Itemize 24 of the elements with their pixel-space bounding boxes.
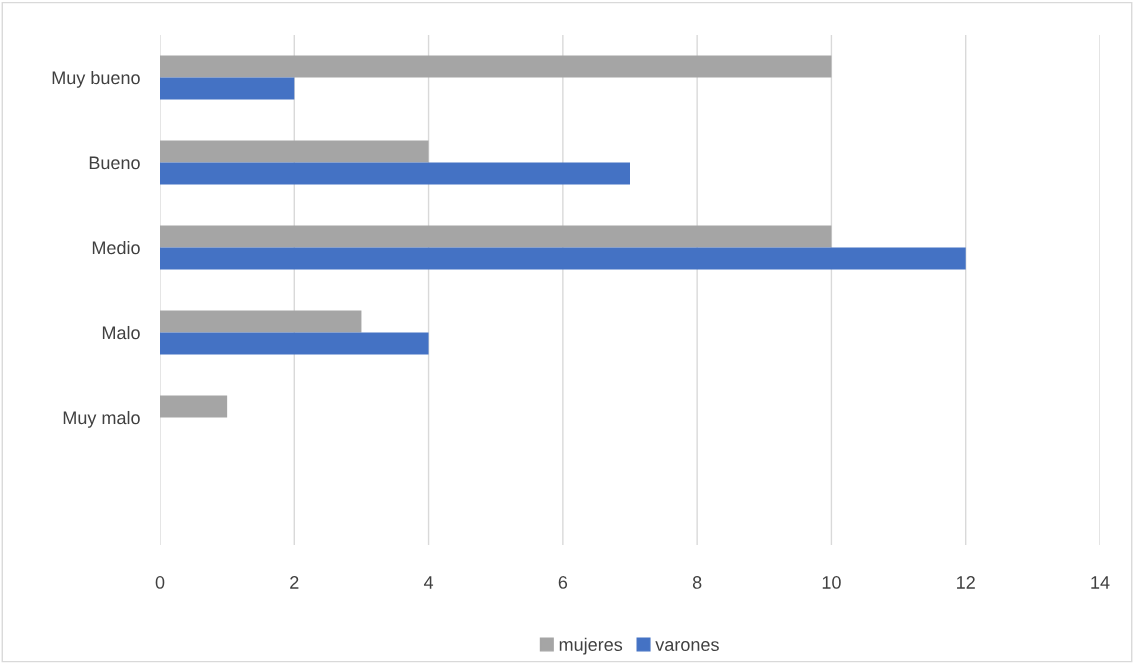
y-tick-label: Bueno [89,156,140,170]
y-tick-label: Muy malo [63,410,140,428]
x-tick-label: 10 [822,576,841,589]
bar [160,310,362,333]
y-tick-label: Muy bueno [52,70,140,88]
y-tick-label: Malo [102,325,140,340]
x-tick-label: 8 [692,576,702,589]
legend-label: mujeres [559,637,623,655]
bar [160,225,832,248]
x-tick-label: 0 [155,576,165,589]
x-tick-label: 2 [290,576,299,589]
x-tick-label: 6 [558,576,568,589]
bar [160,140,429,163]
bar [160,162,630,185]
legend-label: varones [655,641,719,652]
bar [160,77,295,100]
bar [160,247,966,270]
x-tick-label: 4 [423,576,434,589]
y-tick-label: Medio [92,240,140,255]
bar [160,395,228,418]
x-tick-label: 12 [957,576,975,589]
bar [160,55,832,78]
x-tick-label: 14 [1091,576,1110,589]
bar [160,332,429,355]
